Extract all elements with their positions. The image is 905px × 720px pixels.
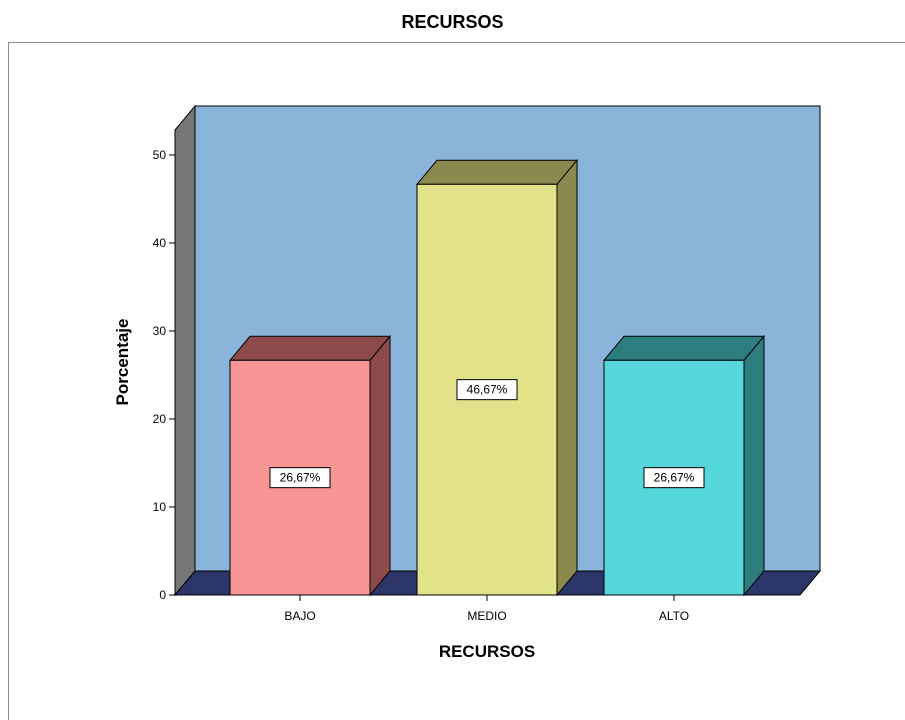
bars: 26,67% 46,67% 26,67% bbox=[228, 158, 766, 597]
bar-medio: 46,67% bbox=[415, 158, 579, 597]
y-tick-label: 50 bbox=[153, 148, 167, 162]
data-label-box bbox=[456, 379, 518, 401]
x-axis-title: RECURSOS bbox=[439, 642, 535, 661]
data-label-box bbox=[643, 467, 705, 489]
data-label: 26,67% bbox=[654, 471, 695, 485]
x-tick-label: MEDIO bbox=[467, 609, 506, 623]
y-tick-label: 0 bbox=[159, 588, 166, 602]
bar-alto: 26,67% bbox=[602, 334, 766, 597]
chart-title: RECURSOS bbox=[401, 12, 504, 32]
bar-side bbox=[369, 334, 391, 597]
chart-frame bbox=[8, 42, 905, 720]
bar-side bbox=[743, 334, 765, 597]
bar-top bbox=[602, 335, 766, 361]
x-tick-label: ALTO bbox=[659, 609, 689, 623]
data-label: 26,67% bbox=[280, 471, 321, 485]
y-tick-label: 30 bbox=[153, 324, 167, 338]
data-label-box bbox=[269, 467, 331, 489]
y-tick-label: 20 bbox=[153, 412, 167, 426]
y-tick-label: 40 bbox=[153, 236, 167, 250]
data-label: 46,67% bbox=[467, 383, 508, 397]
bar-side bbox=[556, 158, 578, 597]
bar-bajo: 26,67% bbox=[228, 334, 392, 597]
y-tick-label: 10 bbox=[153, 500, 167, 514]
bar-top bbox=[415, 159, 579, 185]
x-axis: BAJO MEDIO ALTO bbox=[284, 595, 689, 623]
y-axis-title: Porcentaje bbox=[113, 319, 132, 406]
x-tick-label: BAJO bbox=[284, 609, 315, 623]
y-axis: 0 10 20 30 40 50 bbox=[153, 148, 175, 602]
bar-top bbox=[228, 335, 392, 361]
side-wall bbox=[174, 104, 196, 597]
